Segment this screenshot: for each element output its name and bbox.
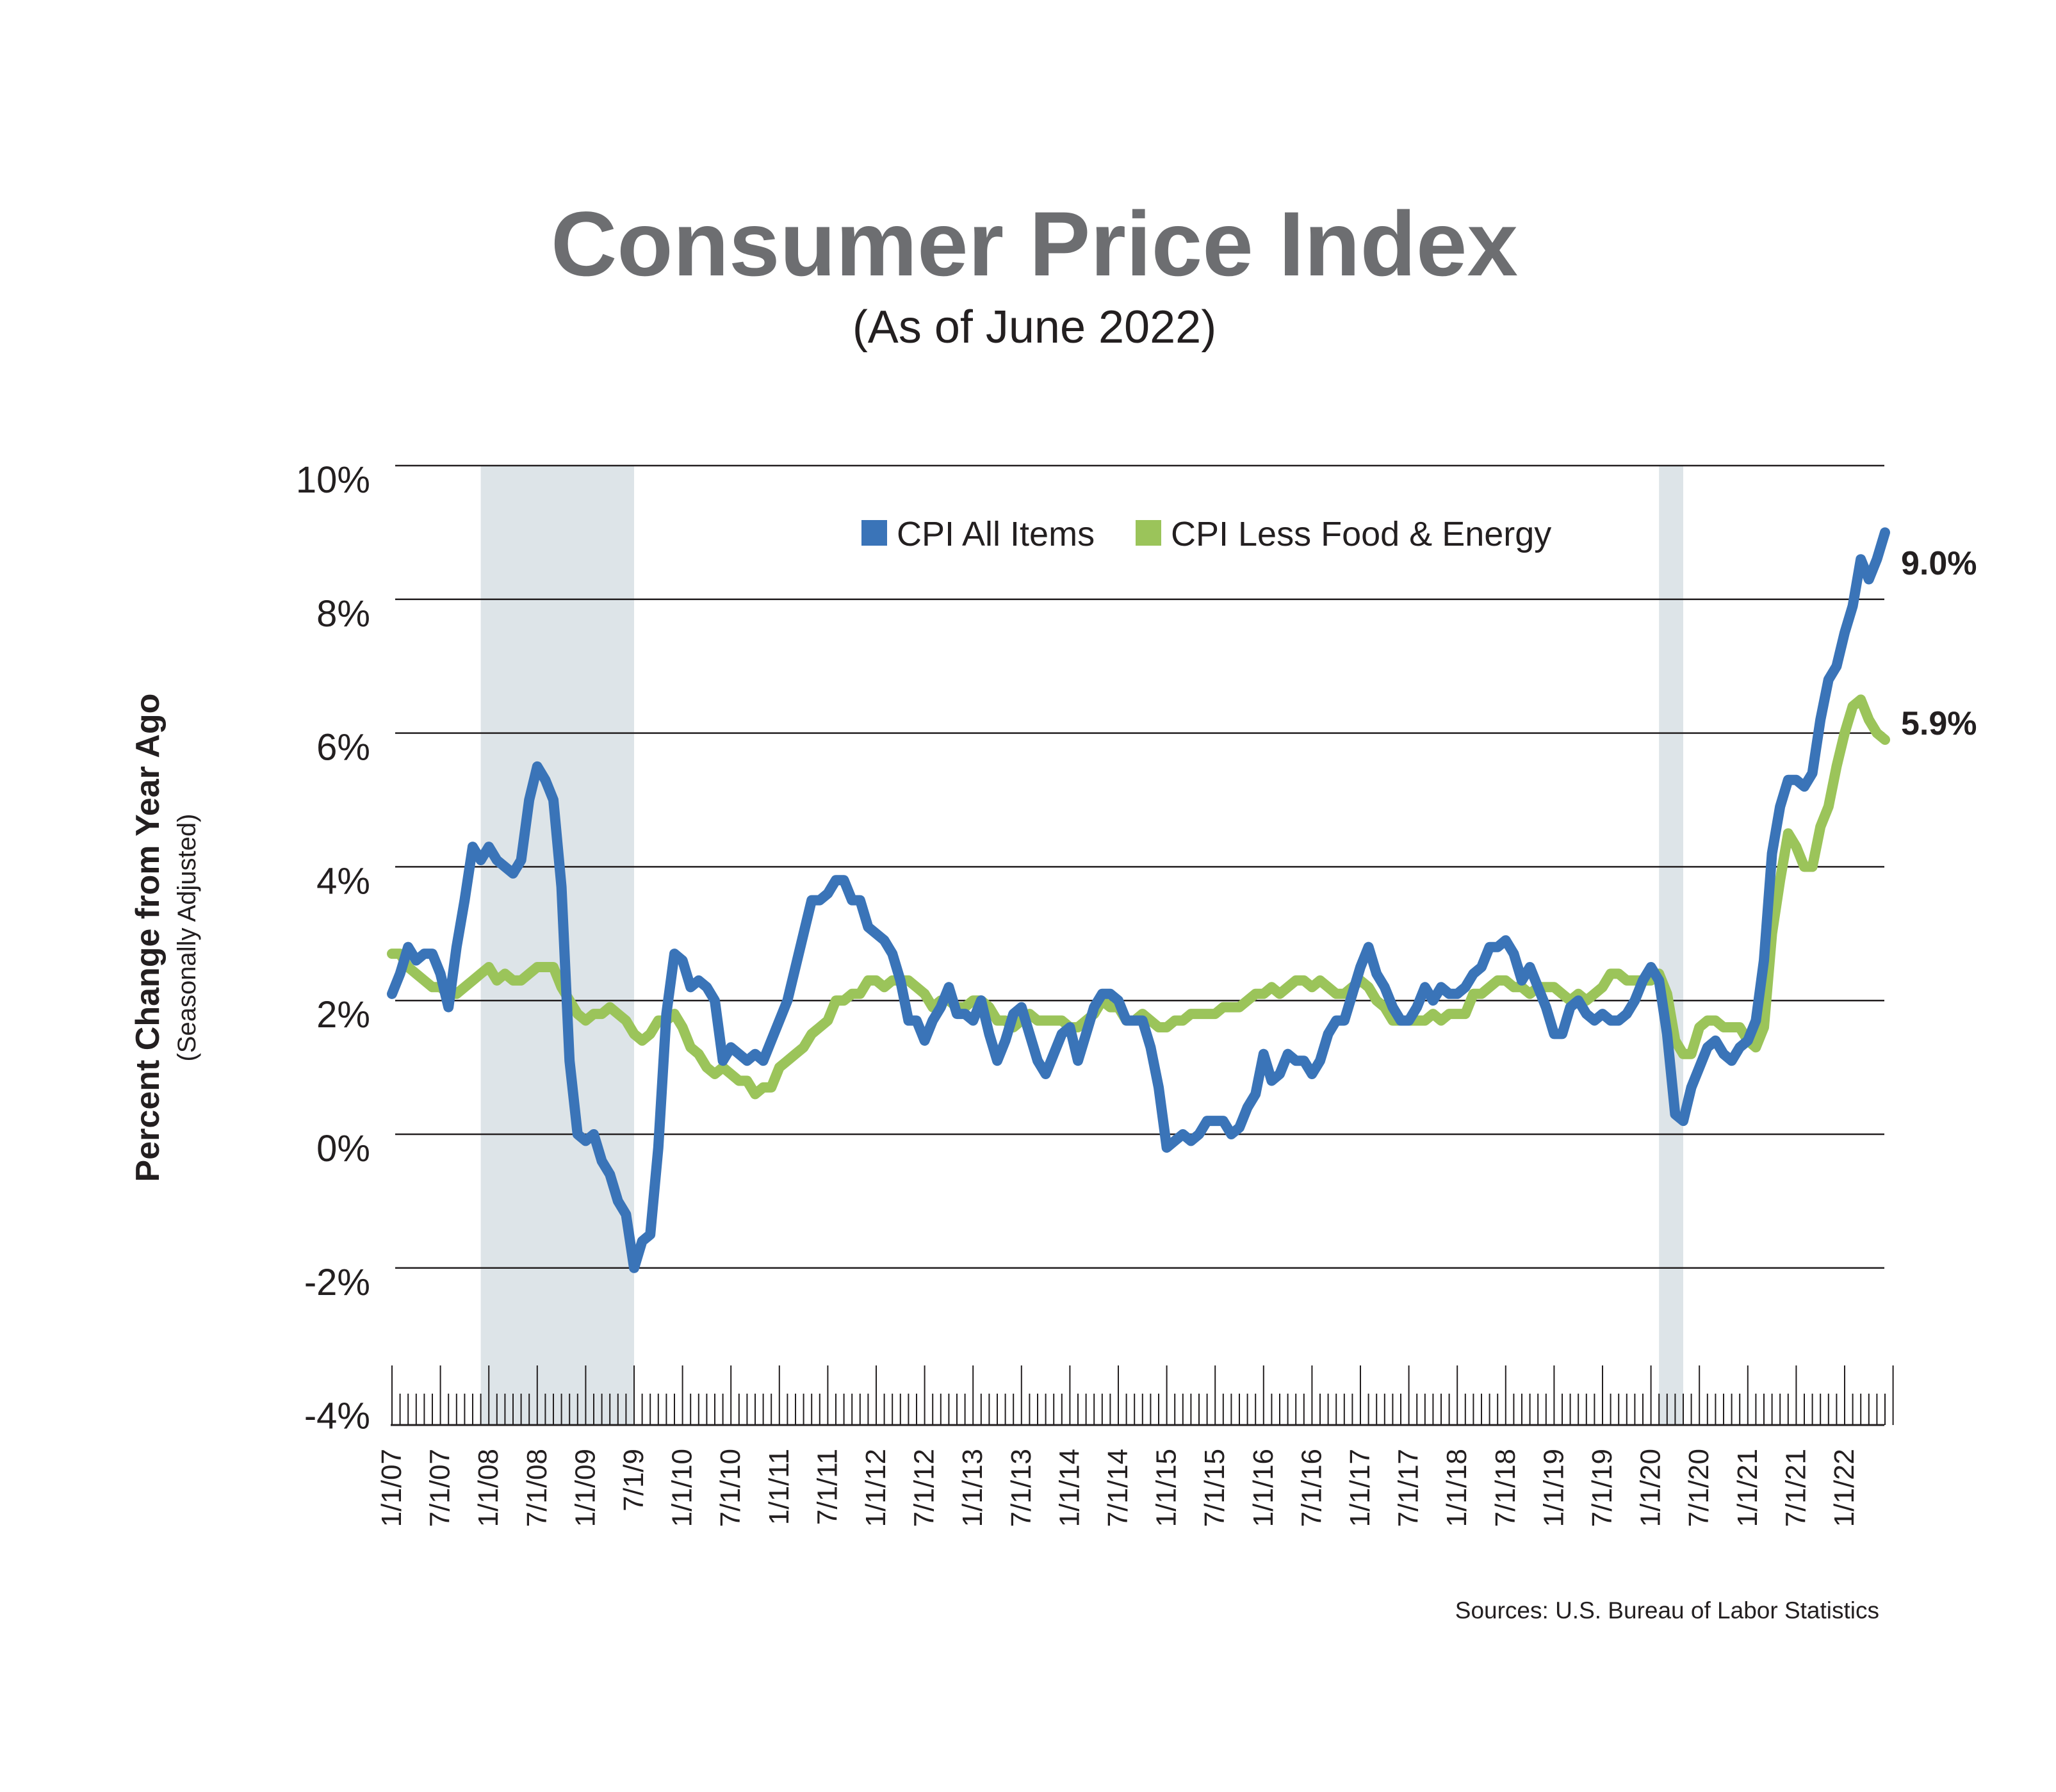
legend-label-cpi-all-items: CPI All Items xyxy=(897,515,1095,553)
x-tick-label: 1/1/11 xyxy=(763,1449,795,1525)
x-tick-label: 7/1/10 xyxy=(715,1449,746,1527)
x-tick-label: 7/1/19 xyxy=(1587,1449,1618,1527)
x-tick-label: 1/1/12 xyxy=(860,1449,892,1527)
chart-title: Consumer Price Index xyxy=(551,193,1518,295)
x-tick-label: 1/1/17 xyxy=(1344,1449,1376,1527)
x-tick-label: 1/1/09 xyxy=(569,1449,601,1527)
x-tick-label: 7/1/21 xyxy=(1780,1449,1811,1527)
x-tick-label: 1/1/16 xyxy=(1248,1449,1279,1527)
recession-band xyxy=(1659,466,1683,1425)
gridlines xyxy=(395,464,1884,1269)
x-tick-label: 7/1/18 xyxy=(1490,1449,1521,1527)
y-tick-label: -2% xyxy=(304,1262,370,1303)
x-tick-label: 7/1/16 xyxy=(1296,1449,1327,1527)
x-tick-label: 7/1/17 xyxy=(1393,1449,1424,1527)
x-tick-label: 7/1/20 xyxy=(1683,1449,1715,1527)
x-tick-label: 1/1/08 xyxy=(473,1449,504,1527)
x-tick-label: 1/1/13 xyxy=(957,1449,988,1527)
y-tick-label: 6% xyxy=(316,727,370,769)
x-tick-label: 7/1/13 xyxy=(1006,1449,1037,1527)
x-tick-label: 1/1/14 xyxy=(1054,1449,1085,1527)
x-tick-label: 1/1/20 xyxy=(1635,1449,1667,1527)
x-tick-label: 1/1/19 xyxy=(1538,1449,1569,1527)
y-axis-subtitle: (Seasonally Adjusted) xyxy=(173,814,201,1062)
y-tick-label: 8% xyxy=(316,593,370,635)
x-tick-label: 1/1/15 xyxy=(1151,1449,1182,1527)
x-tick-label: 1/1/10 xyxy=(667,1449,698,1527)
x-tick-label: 7/1/15 xyxy=(1199,1449,1230,1527)
x-tick-label: 7/1/12 xyxy=(909,1449,940,1527)
y-tick-label: 10% xyxy=(296,459,370,501)
x-tick-label: 7/1/07 xyxy=(425,1449,456,1527)
y-axis-tick-labels: 10% 8% 6% 4% 2% 0% -2% -4% xyxy=(296,459,370,1437)
y-tick-label: 4% xyxy=(316,860,370,902)
chart-subtitle: (As of June 2022) xyxy=(853,302,1216,353)
x-tick-label: 1/1/18 xyxy=(1441,1449,1473,1527)
series-lines xyxy=(387,527,1890,1273)
legend-label-cpi-core: CPI Less Food & Energy xyxy=(1171,515,1551,553)
series-line-cpi-all-items xyxy=(387,527,1890,1273)
x-tick-label: 7/1/08 xyxy=(521,1449,553,1527)
recession-shading xyxy=(480,466,1683,1425)
legend-swatch-cpi-core xyxy=(1136,520,1161,546)
legend: CPI All Items CPI Less Food & Energy xyxy=(861,515,1551,553)
legend-swatch-cpi-all-items xyxy=(861,520,887,546)
source-note: Sources: U.S. Bureau of Labor Statistics xyxy=(1455,1597,1879,1624)
recession-band xyxy=(480,466,634,1425)
x-axis: 1/1/07 7/1/07 1/1/08 7/1/08 1/1/09 7/1/9 1/1/1… xyxy=(376,1365,1894,1527)
x-tick-label: 7/1/11 xyxy=(812,1449,843,1525)
x-tick-label: 1/1/07 xyxy=(376,1449,407,1527)
y-tick-label: 0% xyxy=(316,1128,370,1169)
y-tick-label: -4% xyxy=(304,1396,370,1437)
x-tick-label: 7/1/14 xyxy=(1102,1449,1134,1527)
x-tick-label: 1/1/22 xyxy=(1829,1449,1860,1527)
x-tick-label: 1/1/21 xyxy=(1732,1449,1763,1527)
end-label-cpi-all-items: 9.0% xyxy=(1901,545,1977,582)
x-tick-label: 7/1/9 xyxy=(618,1449,649,1511)
end-label-cpi-core: 5.9% xyxy=(1901,705,1977,742)
y-tick-label: 2% xyxy=(316,994,370,1036)
y-axis-title: Percent Change from Year Ago xyxy=(129,694,167,1182)
